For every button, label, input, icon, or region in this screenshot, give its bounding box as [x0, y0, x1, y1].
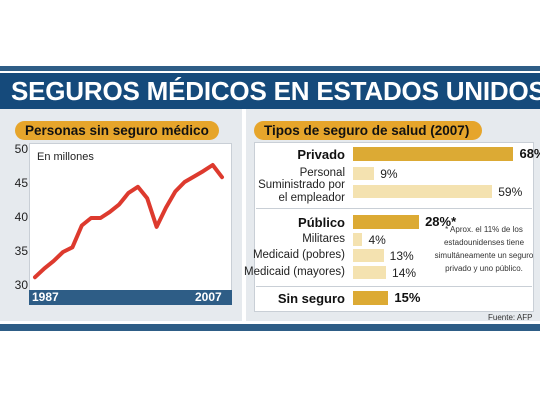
page-title: SEGUROS MÉDICOS EN ESTADOS UNIDOS: [11, 76, 540, 106]
bar-2: [353, 185, 493, 198]
y-tick-label: 40: [14, 210, 28, 224]
category-label-line: Sin seguro: [277, 290, 345, 306]
value-label: 4%: [368, 232, 386, 247]
insurance-types-heading: Tipos de seguro de salud (2007): [254, 121, 482, 140]
uninsured-chart-heading: Personas sin seguro médico: [15, 121, 219, 140]
category-label: Medicaid (mayores): [244, 266, 345, 279]
category-label-line: Medicaid (mayores): [244, 266, 345, 278]
category-label-line: Privado: [297, 146, 345, 162]
value-label: 13%: [389, 248, 414, 263]
title-bar: SEGUROS MÉDICOS EN ESTADOS UNIDOS: [0, 73, 540, 109]
category-label: Personal: [300, 167, 345, 180]
value-label: 59%: [498, 184, 523, 199]
category-label: Medicaid (pobres): [253, 249, 345, 262]
bar-1: [353, 167, 375, 180]
chart-unit-label: En millones: [37, 151, 94, 163]
section-divider: [256, 286, 532, 287]
category-label: Público: [298, 215, 345, 230]
bar-7: [353, 291, 389, 305]
x-axis-bar: 1987 2007: [29, 290, 232, 305]
source-credit: Fuente: AFP: [488, 313, 533, 322]
x-end-label: 2007: [195, 290, 222, 304]
value-label: 9%: [380, 166, 398, 181]
y-tick-label: 50: [14, 142, 28, 156]
value-label: 68%: [519, 146, 540, 161]
value-label: 28%*: [425, 214, 457, 229]
value-label: 14%: [392, 265, 417, 280]
bottom-stripe: [0, 324, 540, 331]
bar-5: [353, 249, 384, 262]
x-start-label: 1987: [32, 290, 59, 304]
bar-3: [353, 215, 420, 229]
category-label: Sin seguro: [278, 291, 345, 306]
category-label: Militares: [302, 233, 345, 246]
y-tick-label: 30: [14, 278, 28, 292]
category-label-line: Medicaid (pobres): [252, 249, 345, 261]
line-chart-area: [29, 143, 232, 291]
y-tick-label: 35: [14, 244, 28, 258]
category-label-line: Suministrado por: [258, 178, 345, 191]
category-label: Suministrado por el empleador: [258, 179, 345, 205]
bar-4: [353, 233, 363, 246]
top-stripe: [0, 66, 540, 71]
category-label-line: Personal: [299, 167, 345, 179]
category-label-line: el empleador: [278, 191, 345, 204]
category-label-line: Público: [298, 214, 345, 230]
section-divider: [256, 208, 532, 209]
y-tick-label: 45: [14, 176, 28, 190]
category-label-line: Militares: [302, 233, 345, 245]
value-label: 15%: [394, 290, 421, 305]
bar-6: [353, 266, 387, 279]
footnote: * Aprox. el 11% de los estadounidenses t…: [434, 225, 534, 273]
bar-0: [353, 147, 514, 161]
category-label: Privado: [297, 147, 345, 162]
uninsured-series-line: [33, 163, 224, 280]
